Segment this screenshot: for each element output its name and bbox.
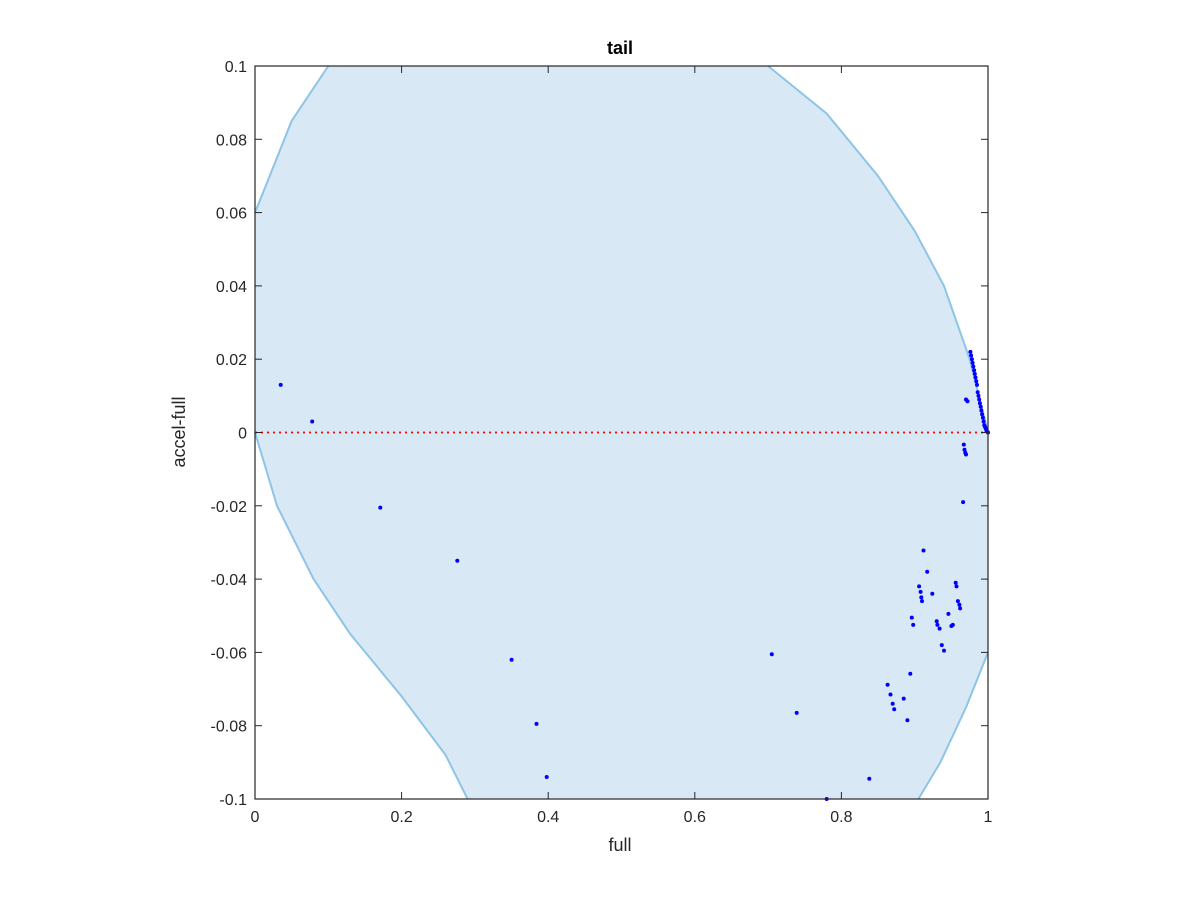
data-point: [974, 379, 979, 384]
data-point: [920, 599, 924, 604]
y-axis-label: accel-full: [169, 396, 189, 467]
data-point: [976, 393, 981, 398]
data-point: [885, 682, 890, 687]
y-tick-label: 0.06: [216, 206, 247, 223]
data-point: [957, 602, 962, 607]
data-point: [908, 671, 913, 676]
data-point: [954, 584, 959, 589]
data-point: [917, 584, 922, 589]
x-tick-label: 0: [251, 809, 260, 826]
region-edge-upper-right: [767, 65, 989, 433]
data-point: [980, 415, 985, 420]
y-tick-label: -0.1: [219, 792, 247, 809]
data-point: [278, 382, 283, 387]
data-point: [970, 360, 975, 365]
chart-title: tail: [607, 38, 633, 58]
data-point: [969, 357, 974, 362]
data-point: [950, 622, 955, 627]
data-point: [981, 419, 986, 424]
x-tick-label: 0.8: [830, 809, 852, 826]
data-point: [971, 364, 976, 369]
data-point: [977, 401, 982, 406]
data-point: [769, 652, 774, 657]
y-tick-label: -0.02: [211, 499, 248, 516]
data-point: [968, 349, 973, 354]
region-edge-lower-left: [254, 432, 469, 800]
data-point: [867, 776, 872, 781]
data-point: [378, 505, 383, 510]
data-point: [794, 710, 799, 715]
data-point: [890, 701, 895, 706]
x-tick-label: 1: [984, 809, 993, 826]
data-point: [964, 452, 968, 457]
axes: [254, 65, 989, 800]
data-point: [888, 692, 893, 697]
y-tick-label: 0.1: [225, 59, 247, 76]
data-point: [455, 558, 460, 563]
data-point: [978, 404, 983, 409]
data-point: [969, 353, 974, 358]
data-point: [909, 615, 914, 620]
y-tick-label: 0.02: [216, 352, 247, 369]
data-point: [901, 696, 906, 701]
x-tick-label: 0.4: [537, 809, 559, 826]
data-point: [961, 442, 966, 447]
region-edge-upper-left: [254, 65, 330, 213]
data-point: [935, 622, 940, 627]
tick-labels: 0 0.2 0.4 0.6 0.8 1 -0.1 -0.08 -0.06 -0.04 -0.02 0 0…: [211, 59, 993, 826]
data-point: [975, 390, 980, 395]
data-point: [955, 599, 960, 604]
data-point: [939, 643, 944, 648]
y-tick-label: 0.08: [216, 132, 247, 149]
data-point: [509, 657, 514, 662]
data-point: [310, 419, 315, 424]
data-point: [972, 371, 977, 376]
data-point: [975, 382, 979, 387]
y-tick-label: 0.04: [216, 279, 247, 296]
data-point: [919, 595, 924, 600]
y-tick-label: 0: [238, 426, 247, 443]
y-tick-label: -0.06: [211, 645, 248, 662]
data-point: [961, 500, 966, 505]
data-point: [973, 375, 978, 380]
data-point: [979, 408, 984, 413]
data-point: [972, 368, 977, 373]
data-point: [534, 721, 539, 726]
x-tick-label: 0.6: [684, 809, 706, 826]
data-point: [937, 626, 942, 631]
data-point: [905, 718, 910, 723]
data-point: [911, 622, 916, 627]
y-tick-label: -0.04: [211, 572, 248, 589]
data-point: [892, 707, 897, 712]
data-point: [925, 569, 930, 574]
data-point: [958, 606, 963, 611]
data-point: [918, 589, 923, 594]
data-point: [930, 591, 935, 596]
x-axis-label: full: [608, 835, 631, 855]
data-point: [946, 611, 951, 616]
data-point: [921, 548, 926, 553]
data-point: [965, 399, 970, 404]
data-point: [544, 775, 549, 779]
data-point: [980, 412, 985, 417]
data-point: [942, 648, 946, 653]
x-tick-label: 0.2: [390, 809, 412, 826]
data-point: [934, 619, 939, 624]
region-edge-lower-right: [917, 652, 989, 800]
data-point: [962, 447, 967, 452]
data-point: [953, 580, 958, 585]
y-tick-label: -0.08: [211, 719, 248, 736]
data-point: [977, 397, 982, 402]
scatter-points: [278, 349, 990, 801]
